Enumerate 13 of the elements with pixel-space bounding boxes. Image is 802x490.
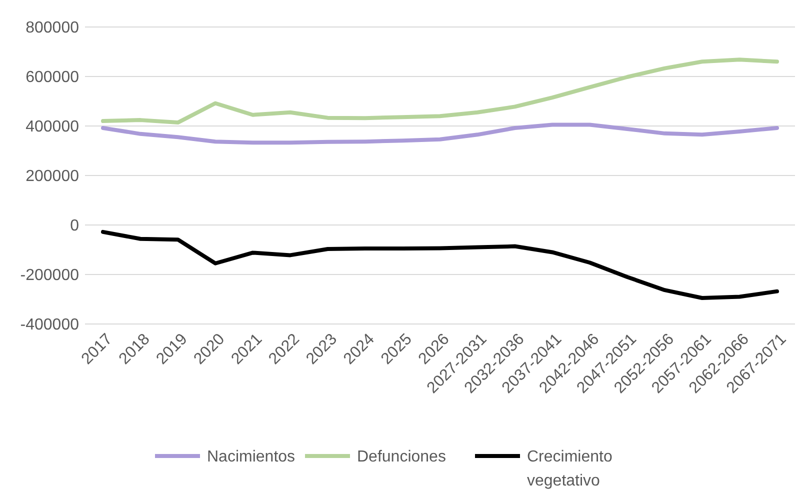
y-tick-label: 0 <box>70 218 80 235</box>
y-tick-label: 800000 <box>26 20 80 37</box>
legend-label: Crecimiento vegetativo <box>527 448 612 490</box>
y-tick-label: -200000 <box>20 267 80 284</box>
legend-label: Nacimientos <box>207 448 296 466</box>
line-series <box>101 122 779 145</box>
legend-label: Defunciones <box>357 448 446 466</box>
y-tick-label: 400000 <box>26 118 80 136</box>
line-series <box>101 230 779 300</box>
line-series <box>101 58 779 125</box>
y-tick-label: -400000 <box>20 316 80 334</box>
y-tick-label: 200000 <box>26 168 80 186</box>
y-tick-label: 600000 <box>26 69 80 86</box>
